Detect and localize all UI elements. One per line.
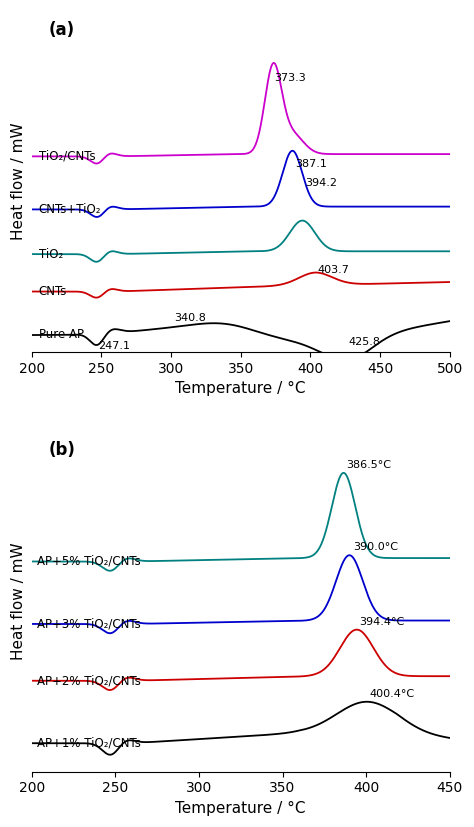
Text: 387.1: 387.1: [295, 159, 327, 170]
Text: 340.8: 340.8: [174, 313, 206, 323]
Text: 400.4°C: 400.4°C: [370, 689, 415, 699]
Text: Pure AP: Pure AP: [39, 328, 83, 342]
Text: CNTs: CNTs: [39, 285, 67, 298]
Text: 386.5°C: 386.5°C: [346, 460, 391, 470]
Text: TiO₂/CNTs: TiO₂/CNTs: [39, 150, 95, 163]
X-axis label: Temperature / °C: Temperature / °C: [175, 381, 306, 396]
Text: (b): (b): [48, 441, 75, 459]
Text: 394.4°C: 394.4°C: [359, 617, 405, 627]
Text: 390.0°C: 390.0°C: [353, 543, 398, 552]
Y-axis label: Heat flow / mW: Heat flow / mW: [11, 122, 26, 241]
Text: (a): (a): [48, 22, 74, 40]
Text: 394.2: 394.2: [305, 178, 337, 189]
Y-axis label: Heat flow / mW: Heat flow / mW: [11, 543, 26, 660]
Text: 373.3: 373.3: [274, 73, 306, 83]
Text: 247.1: 247.1: [99, 341, 130, 351]
Text: AP+2% TiO₂/CNTs: AP+2% TiO₂/CNTs: [36, 674, 141, 687]
Text: 403.7: 403.7: [318, 265, 349, 275]
Text: AP+1% TiO₂/CNTs: AP+1% TiO₂/CNTs: [36, 737, 141, 750]
Text: TiO₂: TiO₂: [39, 247, 63, 261]
X-axis label: Temperature / °C: Temperature / °C: [175, 801, 306, 816]
Text: AP+3% TiO₂/CNTs: AP+3% TiO₂/CNTs: [36, 618, 140, 630]
Text: AP+5% TiO₂/CNTs: AP+5% TiO₂/CNTs: [36, 555, 140, 568]
Text: CNTs+TiO₂: CNTs+TiO₂: [39, 203, 101, 216]
Text: 425.8: 425.8: [348, 337, 380, 347]
